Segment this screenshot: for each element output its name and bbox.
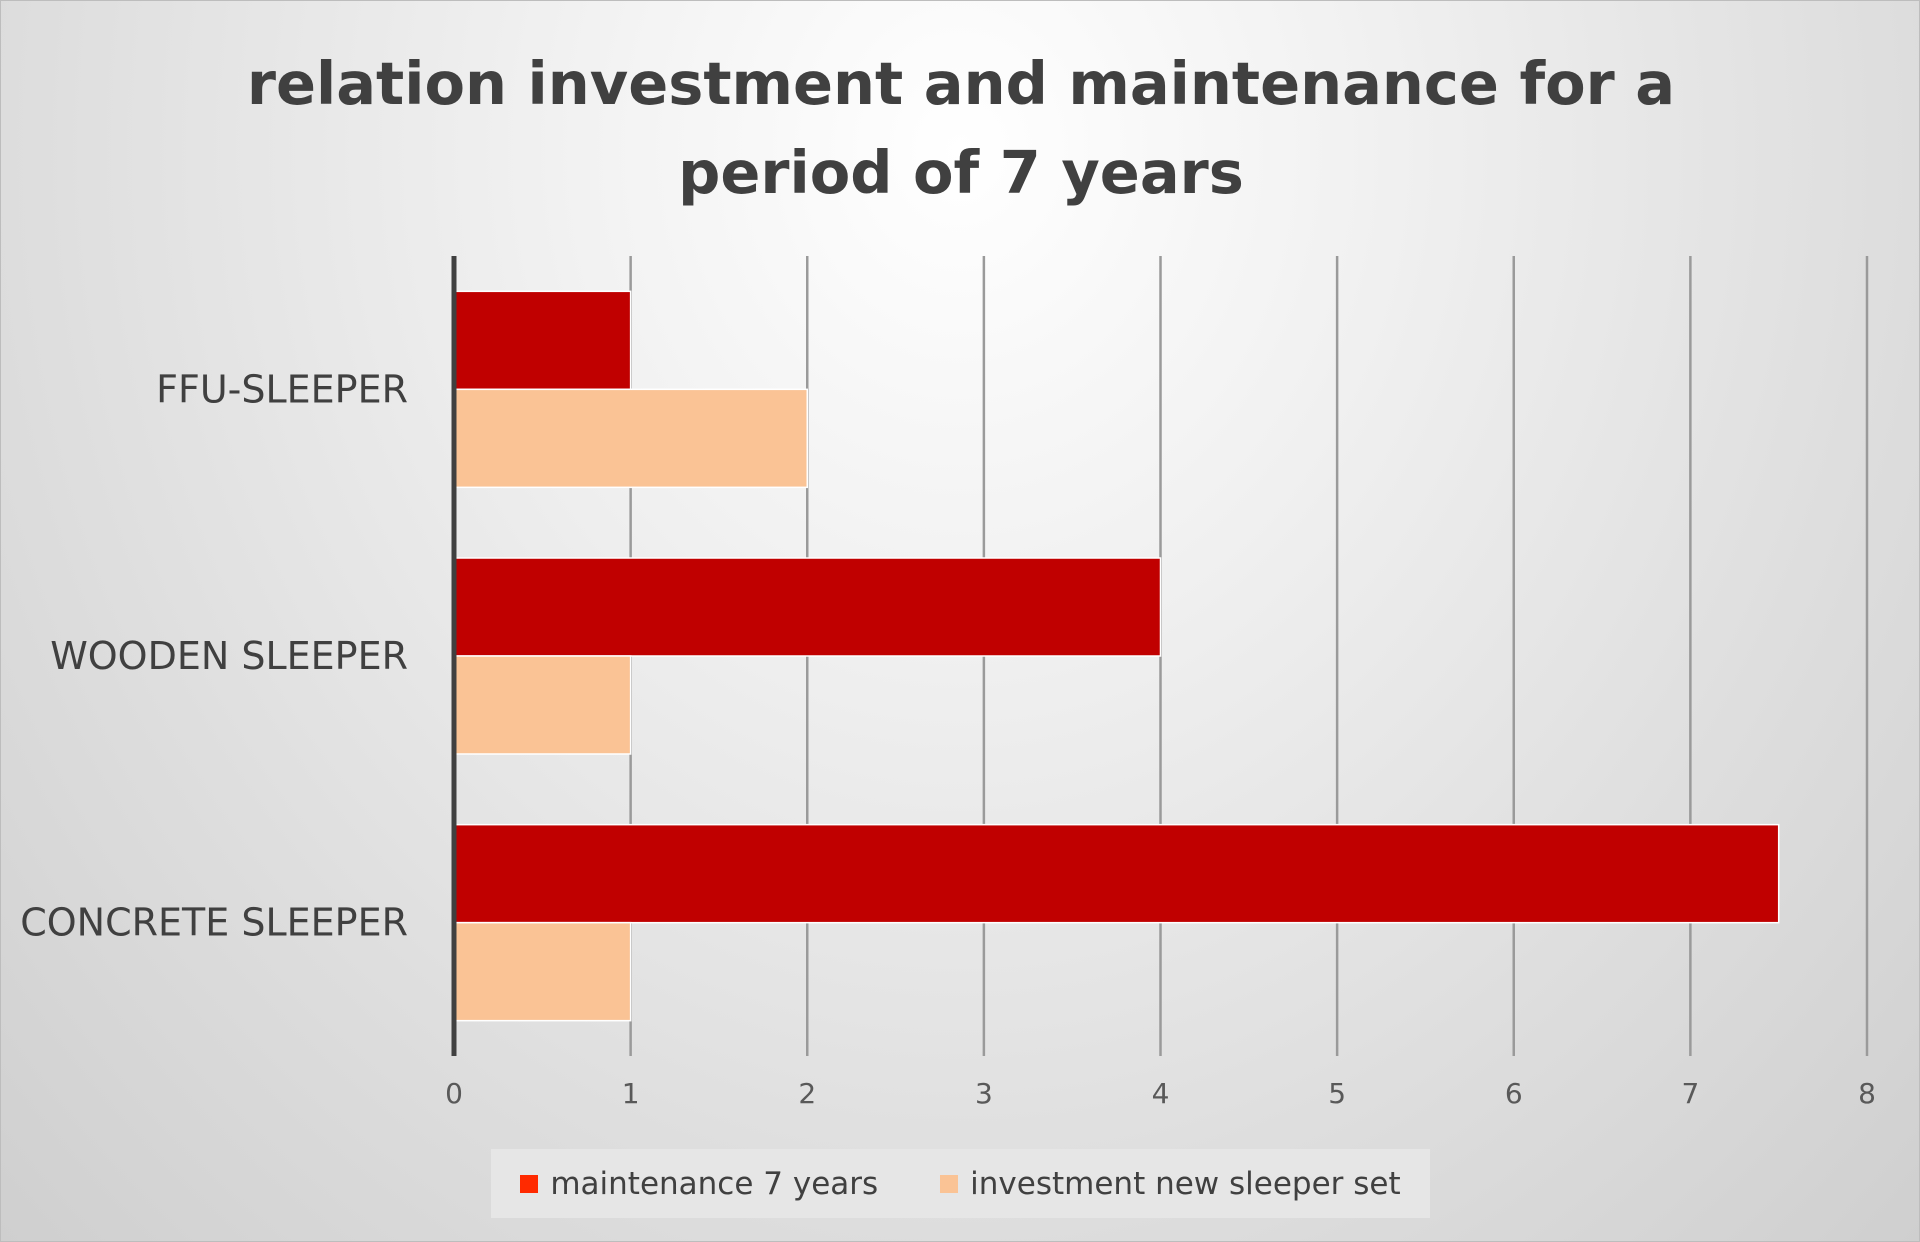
x-tick-label-1: 1: [622, 1077, 640, 1110]
legend-item-investment: investment new sleeper set: [940, 1165, 1401, 1202]
x-tick-label-3: 3: [975, 1077, 993, 1110]
bar-investment-1: [453, 655, 632, 755]
x-tick-label-6: 6: [1505, 1077, 1523, 1110]
x-tick-label-8: 8: [1858, 1077, 1876, 1110]
x-tick-label-7: 7: [1681, 1077, 1699, 1110]
bar-maintenance-0: [453, 290, 632, 391]
x-tick-label-5: 5: [1328, 1077, 1346, 1110]
category-label-0: FFU-SLEEPER: [156, 367, 408, 411]
bars: [453, 290, 1780, 1022]
labels: 0 1 2 3 4 5 6 7 8 FFU-SLEEPER WOODEN SLEEPER CONCRE…: [20, 367, 1876, 1110]
bar-investment-0: [453, 388, 808, 489]
legend-swatch-maintenance: [520, 1174, 539, 1193]
x-tick-label-2: 2: [798, 1077, 816, 1110]
chart-title: relation investment and maintenance for …: [246, 49, 1676, 207]
legend-swatch-investment: [940, 1174, 959, 1193]
category-label-2: CONCRETE SLEEPER: [20, 901, 408, 945]
legend: maintenance 7 years investment new sleep…: [491, 1149, 1430, 1218]
legend-label-maintenance: maintenance 7 years: [550, 1165, 879, 1202]
category-label-1: WOODEN SLEEPER: [50, 634, 408, 678]
bar-maintenance-2: [453, 823, 1780, 924]
legend-label-investment: investment new sleeper set: [970, 1165, 1401, 1202]
legend-item-maintenance: maintenance 7 years: [520, 1166, 878, 1202]
bar-investment-2: [453, 921, 632, 1022]
bar-maintenance-1: [453, 557, 1162, 657]
x-tick-label-0: 0: [445, 1077, 463, 1110]
x-tick-label-4: 4: [1152, 1077, 1170, 1110]
